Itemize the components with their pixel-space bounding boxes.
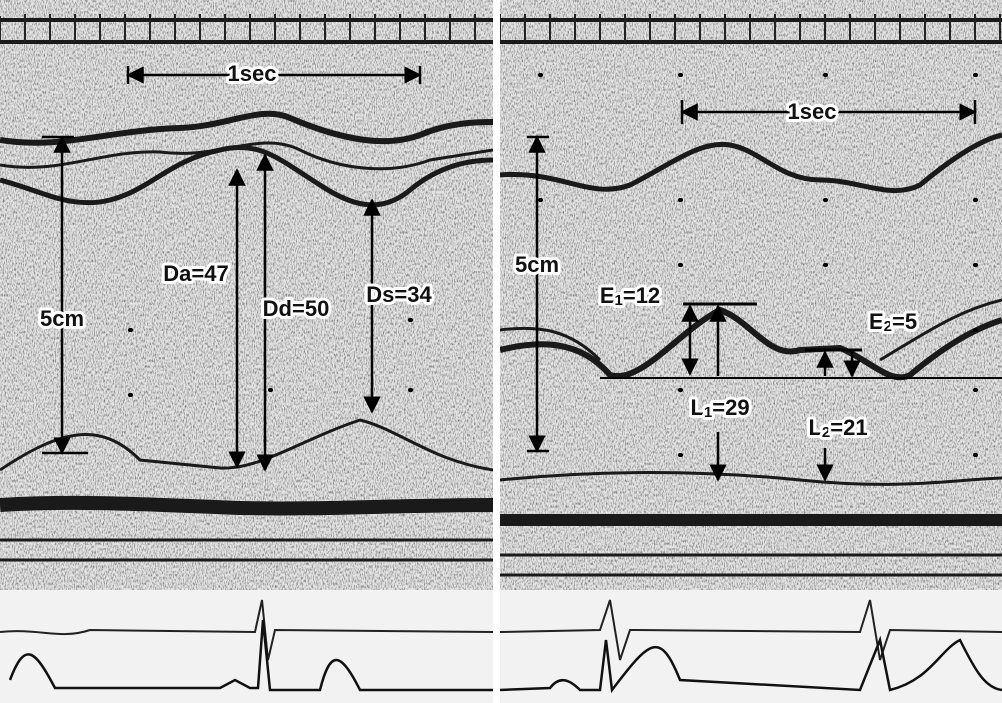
time-scale-label: 1sec — [788, 99, 837, 124]
depth-scale-label: 5cm — [40, 306, 84, 331]
time-scale-label: 1sec — [228, 61, 277, 86]
measure-label: L1=29 — [690, 395, 749, 421]
measure-label: E2=5 — [869, 309, 917, 335]
echocardiogram: 1sec 5cm Da=47 Dd=50 Ds=34 1sec 5cm E1=1… — [0, 0, 1002, 703]
speckle — [500, 0, 1002, 590]
divider — [493, 0, 500, 703]
measure-label: Dd=50 — [263, 296, 330, 321]
measure-label: E1=12 — [600, 283, 660, 309]
measure-label: Da=47 — [163, 261, 228, 286]
measure-label: L2=21 — [808, 415, 867, 441]
measure-label: Ds=34 — [366, 282, 432, 307]
ecg-strip — [0, 590, 1002, 703]
depth-scale-label: 5cm — [515, 252, 559, 277]
